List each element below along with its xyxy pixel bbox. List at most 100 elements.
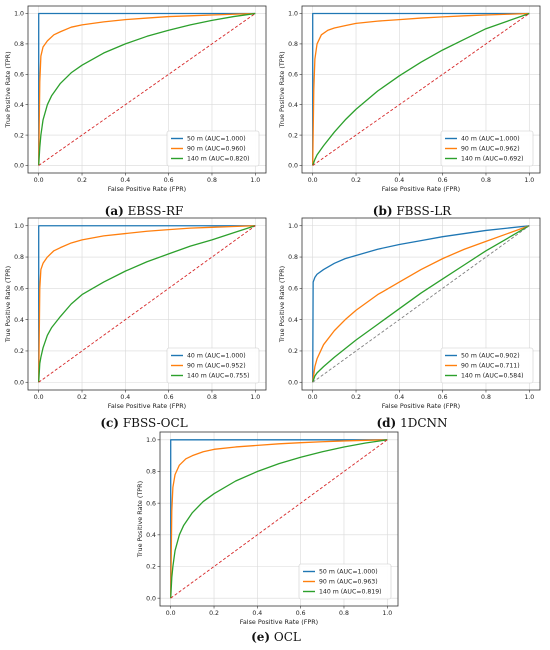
caption-a-text: EBSS-RF [127,204,184,218]
series-line-3 [38,12,256,166]
series-line-3 [170,439,388,599]
x-axis-label: False Positive Rate (FPR) [108,402,186,410]
x-tick-label: 0.8 [207,394,217,401]
y-tick-label: 0.6 [14,72,24,79]
y-axis-label: True Positive Rate (TPR) [136,481,144,558]
plot-frame [27,217,267,391]
x-tick-label: 0.2 [77,394,87,401]
caption-c: (c) FBSS-OCL [14,416,274,430]
y-tick-label: 0.4 [288,317,298,324]
caption-c-label: (c) [100,416,119,430]
x-tick-label: 1.0 [250,177,260,184]
y-tick-label: 0.0 [146,595,156,602]
series-line-3 [312,225,530,383]
legend: 50 m (AUC=0.902) 90 m (AUC=0.711) 140 m (A… [440,347,534,384]
legend-label: 140 m (AUC=0.819) [319,589,382,596]
legend-label: 90 m (AUC=0.711) [461,363,520,370]
y-axis-label: True Positive Rate (TPR) [4,51,12,128]
chart-panel-b: 0.0 0.2 0.4 0.6 0.8 1.0 0.0 0.2 0.4 0.6 0.8 1.0 Fals… [278,5,541,193]
x-tick-label: 0.4 [120,177,130,184]
caption-e-text: OCL [273,630,301,644]
x-tick-label: 1.0 [524,177,534,184]
y-tick-label: 0.8 [288,41,298,48]
legend-label: 140 m (AUC=0.820) [187,156,250,163]
x-tick-label: 0.2 [351,394,361,401]
legend-label: 90 m (AUC=0.963) [319,579,378,586]
x-tick-label: 0.4 [394,177,404,184]
y-tick-label: 1.0 [14,11,24,18]
legend-label: 50 m (AUC=1.000) [187,136,246,143]
plot-frame [301,5,541,174]
y-axis-label: True Positive Rate (TPR) [278,266,286,343]
x-axis-label: False Positive Rate (FPR) [382,185,460,193]
y-tick-label: 0.4 [288,102,298,109]
series-line-1 [312,12,530,166]
x-tick-label: 0.0 [308,177,318,184]
legend-label: 90 m (AUC=0.960) [187,146,246,153]
legend: 50 m (AUC=1.000) 90 m (AUC=0.963) 140 m (A… [298,563,392,600]
x-tick-label: 0.2 [209,610,219,617]
chart-panel-a: 0.0 0.2 0.4 0.6 0.8 1.0 0.0 0.2 0.4 0.6 0.8 1.0 Fals… [4,5,267,193]
plot-frame [301,217,541,391]
chance-diagonal [38,13,256,166]
x-tick-label: 0.8 [339,610,349,617]
x-tick-label: 0.8 [481,177,491,184]
x-axis-label: False Positive Rate (FPR) [382,402,460,410]
caption-d-label: (d) [376,416,397,430]
series-line-2 [312,12,530,166]
y-tick-label: 0.2 [288,348,298,355]
caption-e: (e) OCL [146,630,406,644]
x-tick-label: 1.0 [524,394,534,401]
x-tick-label: 0.0 [166,610,176,617]
chance-diagonal [312,13,530,166]
x-axis-label: False Positive Rate (FPR) [108,185,186,193]
legend-label: 90 m (AUC=0.962) [461,146,520,153]
legend: 50 m (AUC=1.000) 90 m (AUC=0.960) 140 m (A… [166,130,260,167]
legend: 40 m (AUC=1.000) 90 m (AUC=0.952) 140 m (A… [166,347,260,384]
x-tick-label: 0.0 [308,394,318,401]
caption-b: (b) FBSS-LR [282,204,542,218]
legend-label: 140 m (AUC=0.692) [461,156,524,163]
y-tick-label: 0.2 [14,348,24,355]
y-tick-label: 0.4 [146,532,156,539]
y-tick-label: 0.0 [14,163,24,170]
chance-diagonal [312,225,530,383]
y-tick-label: 0.4 [14,102,24,109]
series-line-3 [38,225,256,383]
x-tick-label: 0.2 [77,177,87,184]
x-tick-label: 0.8 [481,394,491,401]
legend-label: 40 m (AUC=1.000) [461,136,520,143]
y-tick-label: 0.4 [14,317,24,324]
series-line-2 [38,12,256,166]
y-tick-label: 0.0 [288,379,298,386]
y-tick-label: 0.0 [288,163,298,170]
x-tick-label: 0.6 [438,394,448,401]
y-tick-label: 0.6 [288,286,298,293]
x-tick-label: 0.6 [164,394,174,401]
chance-diagonal [38,225,256,383]
caption-d-text: 1DCNN [400,416,448,430]
x-tick-label: 0.6 [296,610,306,617]
series-line-1 [38,12,256,166]
x-tick-label: 0.8 [207,177,217,184]
caption-c-text: FBSS-OCL [122,416,188,430]
chart-panel-d: 0.0 0.2 0.4 0.6 0.8 1.0 0.0 0.2 0.4 0.6 0.8 1.0 Fals… [278,217,541,410]
y-tick-label: 0.2 [146,564,156,571]
y-tick-label: 0.2 [288,132,298,139]
legend: 40 m (AUC=1.000) 90 m (AUC=0.962) 140 m (A… [440,130,534,167]
series-line-2 [312,225,530,383]
y-tick-label: 0.2 [14,132,24,139]
x-tick-label: 0.4 [252,610,262,617]
y-tick-label: 1.0 [288,11,298,18]
y-axis-label: True Positive Rate (TPR) [278,51,286,128]
legend-box [298,563,392,600]
x-tick-label: 0.4 [394,394,404,401]
legend-label: 140 m (AUC=0.584) [461,373,524,380]
x-tick-label: 0.6 [164,177,174,184]
caption-b-text: FBSS-LR [396,204,452,218]
plot-frame [159,431,399,607]
y-axis-label: True Positive Rate (TPR) [4,266,12,343]
caption-e-label: (e) [251,630,271,644]
y-tick-label: 1.0 [14,223,24,230]
